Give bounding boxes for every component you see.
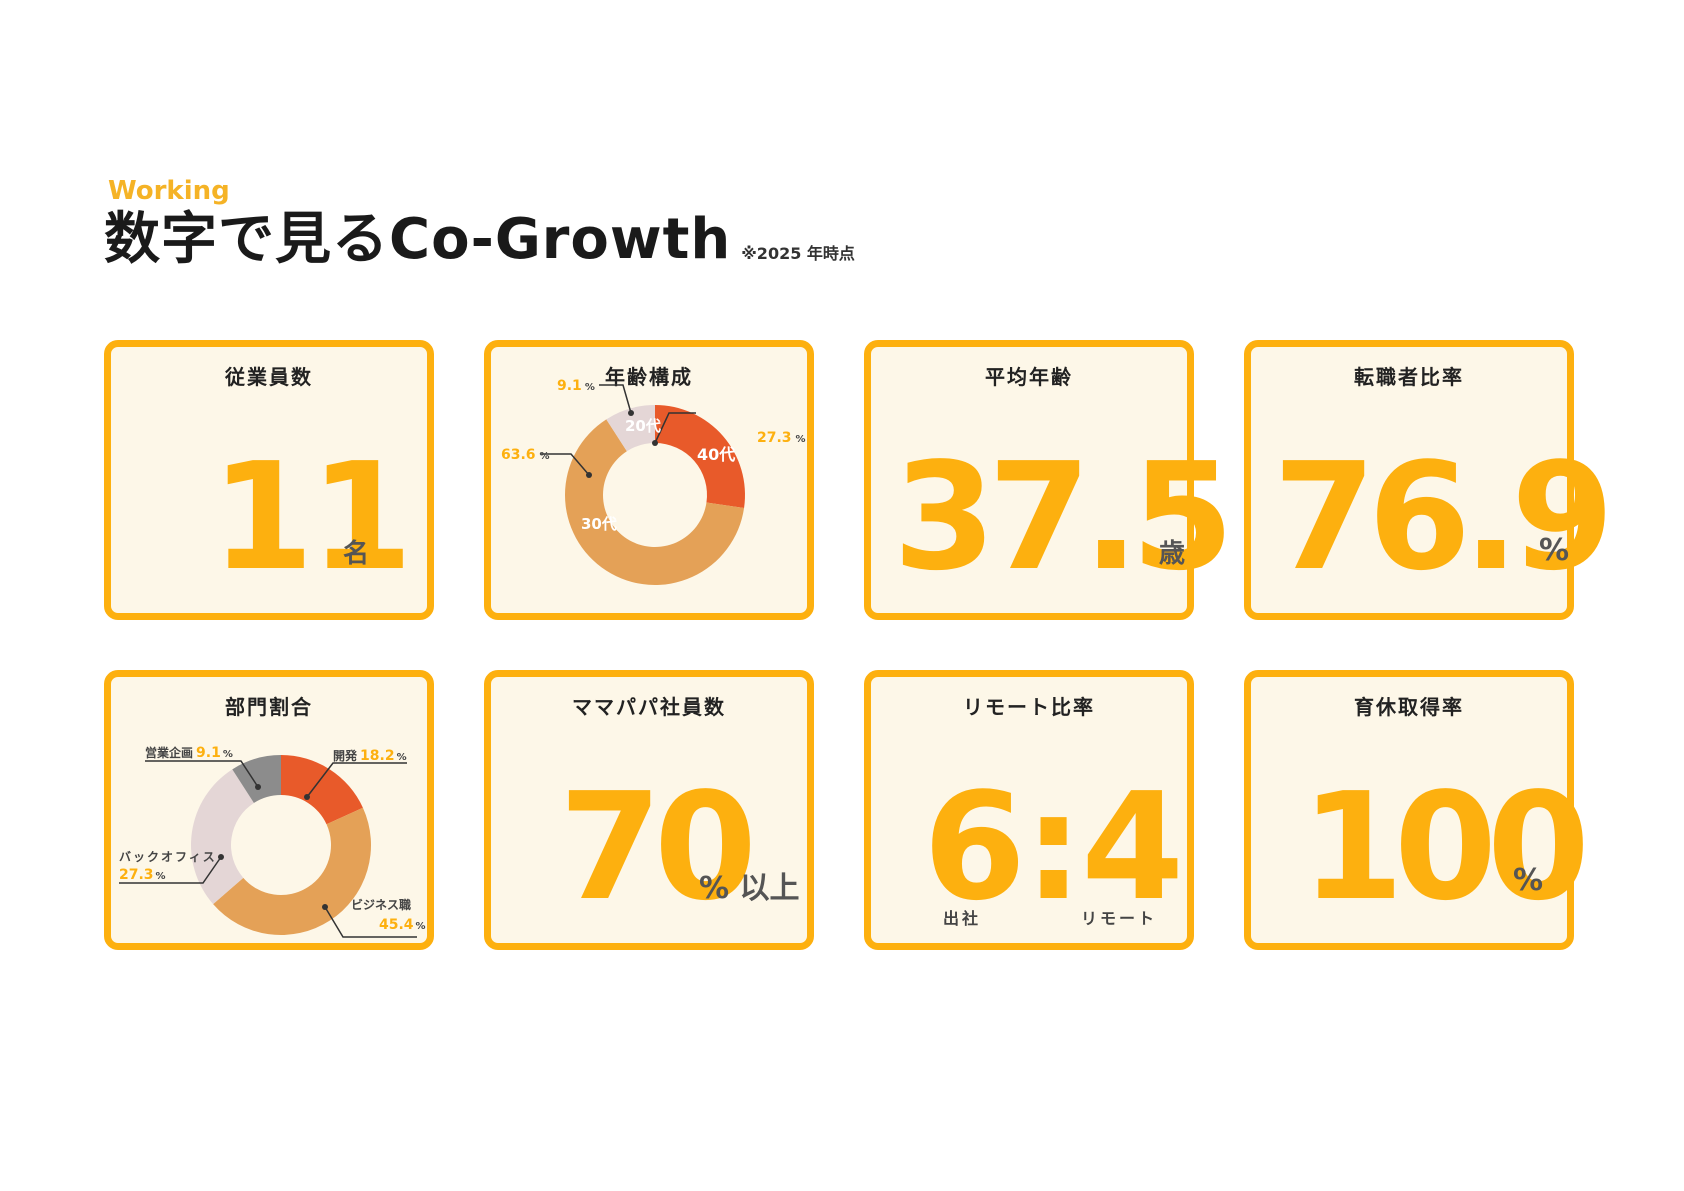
- donut-slice-30s: [565, 419, 745, 585]
- leader-dot-sales: [255, 784, 261, 790]
- label-business-pct: 45.4%: [379, 917, 426, 933]
- card-average-age: 平均年齢 37.5 歳: [864, 340, 1234, 620]
- title-note: ※2025 年時点: [741, 244, 855, 263]
- career-change-value: 76.9: [1273, 431, 1614, 603]
- pct-30s: 63.6%: [501, 447, 550, 463]
- leader-line-30s: [541, 453, 590, 476]
- card-remote-ratio: リモート比率 6:4 出社 リモート: [864, 670, 1194, 950]
- label-dev: 開発 18.2%: [333, 748, 407, 764]
- slice-label-30s: 30代: [581, 515, 617, 533]
- card-departments: 部門割合 開発 18.2% ビジネス職 45.4% バックオフィス 27.3% 営…: [104, 670, 434, 950]
- donut-slice-20s: [606, 405, 655, 452]
- leader-dot-40s: [652, 440, 658, 446]
- average-age-value: 37.5: [893, 431, 1234, 603]
- leader-line-backoffice: [119, 856, 222, 884]
- leader-dot-backoffice: [218, 854, 224, 860]
- label-business-name: ビジネス職: [351, 897, 411, 912]
- donut-slice-backoffice: [191, 769, 254, 905]
- pct-20s: 9.1%: [557, 378, 595, 394]
- page-title: 数字で見るCo-Growth: [104, 207, 732, 272]
- childcare-value: 100: [1301, 761, 1590, 933]
- leader-dot-30s: [586, 472, 592, 478]
- leader-line-40s: [654, 412, 696, 444]
- card-label: 部門割合: [225, 695, 313, 719]
- parents-unit: % 以上: [699, 871, 800, 906]
- parents-value: 70: [559, 761, 757, 933]
- leader-line-business: [324, 906, 417, 938]
- slice-label-20s: 20代: [625, 417, 661, 435]
- donut-slice-business: [213, 807, 371, 935]
- card-label: 育休取得率: [1354, 695, 1464, 719]
- average-age-unit: 歳: [1159, 539, 1186, 569]
- slice-label-40s: 40代: [697, 445, 735, 464]
- card-label: 平均年齢: [985, 365, 1073, 389]
- donut-slice-dev: [281, 755, 363, 825]
- label-backoffice-name: バックオフィス: [119, 850, 217, 864]
- card-label: 転職者比率: [1354, 365, 1464, 389]
- card-childcare-leave: 育休取得率 100 %: [1244, 670, 1590, 950]
- leader-line-dev: [306, 762, 407, 798]
- remote-ratio-value: 6:4: [923, 761, 1184, 933]
- card-label: 従業員数: [225, 365, 313, 389]
- card-parent-employees: ママパパ社員数 70 % 以上: [484, 670, 814, 950]
- section-eyebrow: Working: [108, 176, 230, 206]
- childcare-unit: %: [1513, 863, 1544, 898]
- employees-unit: 名: [343, 539, 370, 569]
- career-change-unit: %: [1539, 533, 1570, 568]
- pct-40s: 27.3%: [757, 430, 806, 446]
- label-sales: 営業企画 9.1%: [145, 745, 233, 761]
- card-label: ママパパ社員数: [572, 695, 726, 719]
- leader-dot-business: [322, 904, 328, 910]
- label-backoffice-pct: 27.3%: [119, 867, 166, 883]
- leader-dot-dev: [304, 794, 310, 800]
- card-label: リモート比率: [963, 695, 1095, 719]
- title-row: 数字で見るCo-Growth ※2025 年時点: [104, 210, 855, 270]
- card-career-change: 転職者比率 76.9 %: [1244, 340, 1614, 620]
- department-donut-chart: 開発 18.2% ビジネス職 45.4% バックオフィス 27.3% 営業企画 9.…: [119, 745, 426, 938]
- card-age-composition: 年齢構成 40代 30代 20代 27.3% 63.6% 9.1%: [484, 340, 814, 620]
- age-donut-chart: 40代 30代 20代 27.3% 63.6% 9.1%: [501, 378, 806, 585]
- leader-dot-20s: [628, 410, 634, 416]
- employees-value: 11: [211, 431, 413, 603]
- card-employees: 従業員数 11 名: [104, 340, 434, 620]
- remote-right-label: リモート: [1081, 909, 1158, 928]
- leader-line-sales: [145, 760, 259, 788]
- leader-line-20s: [599, 384, 632, 414]
- remote-left-label: 出社: [943, 909, 982, 928]
- donut-slice-40s: [655, 405, 745, 508]
